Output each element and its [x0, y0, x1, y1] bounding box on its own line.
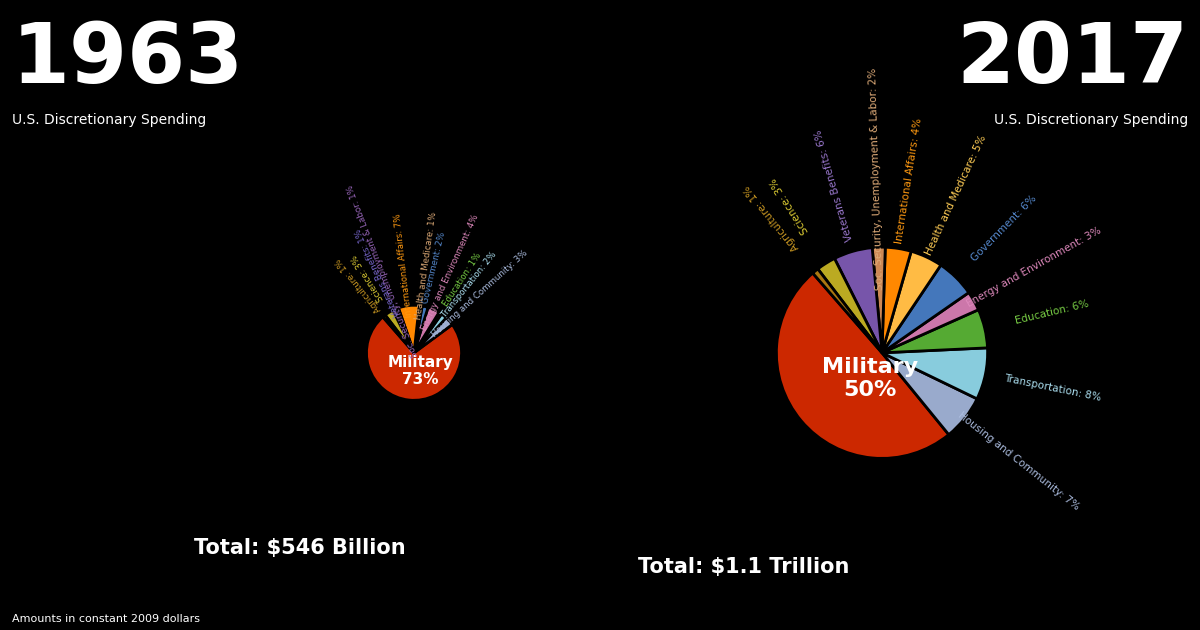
- Text: Soc. Security, Unemployment & Labor: 2%: Soc. Security, Unemployment & Labor: 2%: [868, 67, 886, 290]
- Text: Education: 1%: Education: 1%: [442, 251, 484, 308]
- Wedge shape: [385, 310, 414, 353]
- Wedge shape: [414, 306, 422, 353]
- Wedge shape: [414, 307, 439, 353]
- Text: Government: 6%: Government: 6%: [970, 193, 1039, 264]
- Text: International Affairs: 4%: International Affairs: 4%: [894, 117, 924, 244]
- Text: 2017: 2017: [956, 19, 1188, 100]
- Text: Agriculture: 1%: Agriculture: 1%: [743, 183, 802, 253]
- Wedge shape: [882, 265, 968, 353]
- Text: Government: 2%: Government: 2%: [421, 231, 448, 304]
- Text: Science: 3%: Science: 3%: [768, 176, 811, 235]
- Wedge shape: [414, 312, 442, 353]
- Text: Transportation: 8%: Transportation: 8%: [1003, 373, 1102, 403]
- Text: U.S. Discretionary Spending: U.S. Discretionary Spending: [12, 113, 206, 127]
- Text: Veterans Benefits: 1%: Veterans Benefits: 1%: [353, 227, 402, 318]
- Wedge shape: [882, 251, 941, 353]
- Wedge shape: [398, 306, 419, 353]
- Wedge shape: [414, 314, 446, 353]
- Text: Housing and Community: 3%: Housing and Community: 3%: [430, 249, 529, 340]
- Text: Total: $546 Billion: Total: $546 Billion: [194, 538, 406, 558]
- Wedge shape: [396, 308, 414, 353]
- Text: Education: 6%: Education: 6%: [1014, 299, 1090, 326]
- Text: Veterans Benefits: 6%: Veterans Benefits: 6%: [814, 129, 854, 243]
- Text: International Affairs: 7%: International Affairs: 7%: [394, 213, 414, 318]
- Text: Housing and Community: 7%: Housing and Community: 7%: [956, 410, 1081, 512]
- Text: Total: $1.1 Trillion: Total: $1.1 Trillion: [638, 557, 850, 577]
- Wedge shape: [882, 348, 988, 399]
- Text: Health and Medicare: 1%: Health and Medicare: 1%: [414, 211, 438, 320]
- Wedge shape: [392, 309, 414, 353]
- Text: Soc. Security, Unemployment & Labor: 1%: Soc. Security, Unemployment & Labor: 1%: [346, 183, 420, 358]
- Wedge shape: [812, 269, 882, 353]
- Wedge shape: [834, 248, 882, 353]
- Wedge shape: [882, 247, 911, 353]
- Wedge shape: [818, 258, 882, 353]
- Wedge shape: [366, 317, 462, 400]
- Text: Energy and Environment: 4%: Energy and Environment: 4%: [420, 214, 481, 332]
- Text: Military
50%: Military 50%: [822, 357, 918, 400]
- Wedge shape: [414, 318, 452, 353]
- Wedge shape: [383, 315, 414, 353]
- Text: Transportation: 2%: Transportation: 2%: [440, 250, 498, 319]
- Text: Military
73%: Military 73%: [388, 355, 454, 387]
- Text: Health and Medicare: 5%: Health and Medicare: 5%: [923, 133, 988, 256]
- Text: Energy and Environment: 3%: Energy and Environment: 3%: [965, 226, 1103, 309]
- Text: Amounts in constant 2009 dollars: Amounts in constant 2009 dollars: [12, 614, 200, 624]
- Text: U.S. Discretionary Spending: U.S. Discretionary Spending: [994, 113, 1188, 127]
- Text: Science: 3%: Science: 3%: [349, 253, 385, 303]
- Wedge shape: [882, 292, 978, 353]
- Text: 1963: 1963: [12, 19, 244, 100]
- Wedge shape: [882, 353, 977, 435]
- Wedge shape: [776, 273, 949, 459]
- Wedge shape: [414, 306, 428, 353]
- Text: Agriculture: 1%: Agriculture: 1%: [334, 256, 383, 313]
- Wedge shape: [872, 247, 886, 353]
- Wedge shape: [882, 310, 988, 353]
